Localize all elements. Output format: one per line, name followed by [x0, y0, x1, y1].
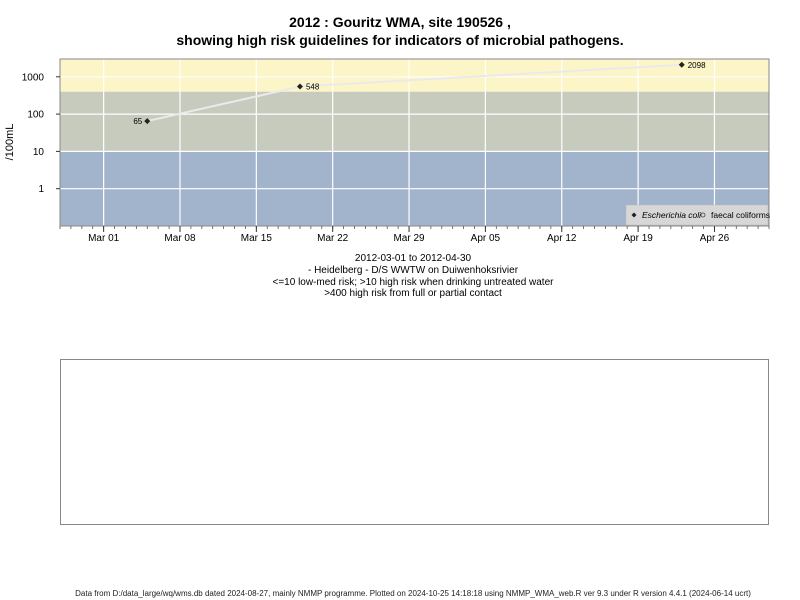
- chart-title: 2012 : Gouritz WMA, site 190526 ,: [289, 14, 511, 30]
- legend-ecoli-marker: [631, 212, 637, 218]
- y-tick-label-2: 100: [27, 110, 44, 121]
- legend-faecal-label: faecal coliforms: [711, 210, 770, 220]
- legend-ecoli-label: Escherichia coli: [642, 210, 702, 220]
- x-tick-label-7: Apr 19: [623, 233, 653, 244]
- x-tick-label-3: Mar 22: [317, 233, 349, 244]
- data-label-0-1: 548: [306, 83, 320, 92]
- x-tick-label-2: Mar 15: [241, 233, 273, 244]
- x-tick-label-8: Apr 26: [700, 233, 730, 244]
- data-point-0-1: [296, 83, 303, 90]
- caption-site: - Heidelberg - D/S WWTW on Duiwenhoksriv…: [307, 265, 519, 276]
- legend-faecal-marker: [700, 212, 706, 218]
- risk-band-2: [60, 59, 769, 92]
- caption-risk-contact: >400 high risk from full or partial cont…: [324, 288, 502, 299]
- y-tick-label-3: 1000: [22, 72, 45, 83]
- x-tick-label-4: Mar 29: [393, 233, 425, 244]
- footer-note: Data from D:/data_large/wq/wms.db dated …: [75, 589, 751, 598]
- legend: Escherichia coli faecal coliforms: [625, 204, 770, 226]
- risk-band-1: [60, 91, 769, 152]
- y-axis-label: /100mL: [4, 124, 16, 161]
- chart-subtitle: showing high risk guidelines for indicat…: [176, 32, 624, 48]
- caption-risk-drinking: <=10 low-med risk; >10 high risk when dr…: [272, 277, 554, 288]
- caption-date-range: 2012-03-01 to 2012-04-30: [354, 253, 472, 264]
- data-point-0-2: [678, 61, 685, 68]
- x-tick-label-0: Mar 01: [88, 233, 120, 244]
- data-label-0-2: 2098: [688, 61, 706, 70]
- data-point-0-0: [144, 118, 151, 125]
- x-tick-label-1: Mar 08: [164, 233, 196, 244]
- y-tick-label-0: 1: [38, 184, 44, 195]
- plot-frame: [59, 58, 770, 227]
- empty-secondary-panel: [60, 359, 769, 525]
- microbial-chart: 1 10 100 1000 Mar 01 Mar 08 Mar 15 Mar 22 Mar 2…: [4, 58, 770, 244]
- x-tick-label-5: Apr 05: [471, 233, 501, 244]
- x-tick-label-6: Apr 12: [547, 233, 577, 244]
- y-tick-label-1: 10: [33, 147, 45, 158]
- data-label-0-0: 65: [133, 117, 142, 126]
